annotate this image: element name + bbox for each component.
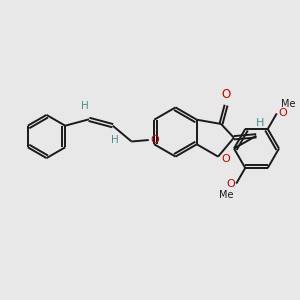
- Text: H: H: [111, 135, 119, 145]
- Text: O: O: [226, 179, 235, 189]
- Text: O: O: [151, 135, 160, 145]
- Text: H: H: [256, 118, 264, 128]
- Text: O: O: [222, 154, 230, 164]
- Text: O: O: [278, 108, 287, 118]
- Text: O: O: [221, 88, 231, 101]
- Text: Me: Me: [281, 99, 296, 109]
- Text: Me: Me: [218, 190, 233, 200]
- Text: H: H: [82, 101, 89, 111]
